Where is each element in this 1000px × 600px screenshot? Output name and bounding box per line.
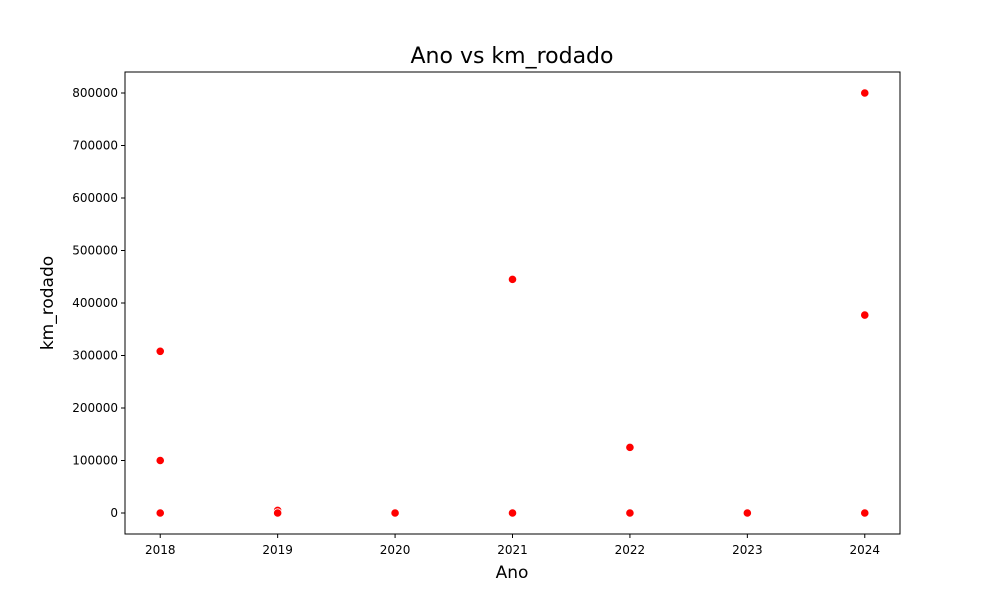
data-point: [860, 88, 870, 98]
data-point: [507, 274, 518, 284]
y-tick-label: 600000: [72, 191, 118, 205]
x-axis: 2018 2019 2020 2021 2022 2023 2024: [145, 534, 880, 557]
y-tick-label: 800000: [72, 86, 118, 100]
y-axis: 0 100000 200000 300000 400000 500000 600000 700…: [72, 86, 125, 520]
x-tick-label: 2020: [380, 543, 411, 557]
x-tick-label: 2023: [732, 543, 763, 557]
chart-title: Ano vs km_rodado: [411, 44, 614, 69]
x-tick-label: 2024: [849, 543, 880, 557]
x-axis-label: Ano: [496, 563, 529, 583]
data-point: [742, 508, 752, 518]
data-point: [155, 508, 165, 518]
y-tick-label: 0: [110, 506, 118, 520]
y-axis-label: km_rodado: [38, 256, 58, 350]
data-point: [625, 508, 635, 518]
y-tick-label: 700000: [72, 139, 118, 153]
data-point: [273, 508, 283, 518]
data-point: [390, 508, 400, 518]
data-points: [155, 88, 870, 518]
x-tick-label: 2018: [145, 543, 176, 557]
y-tick-label: 100000: [72, 454, 118, 468]
y-tick-label: 400000: [72, 296, 118, 310]
x-tick-label: 2019: [262, 543, 293, 557]
data-point: [507, 508, 518, 518]
y-tick-label: 200000: [72, 401, 118, 415]
plot-area: [124, 71, 901, 535]
y-tick-label: 500000: [72, 244, 118, 258]
data-point: [860, 508, 870, 518]
data-point: [860, 310, 870, 320]
x-tick-label: 2022: [615, 543, 646, 557]
y-tick-label: 300000: [72, 349, 118, 363]
x-tick-label: 2021: [497, 543, 528, 557]
data-point: [625, 442, 635, 452]
data-point: [155, 455, 165, 466]
data-point: [155, 346, 165, 356]
